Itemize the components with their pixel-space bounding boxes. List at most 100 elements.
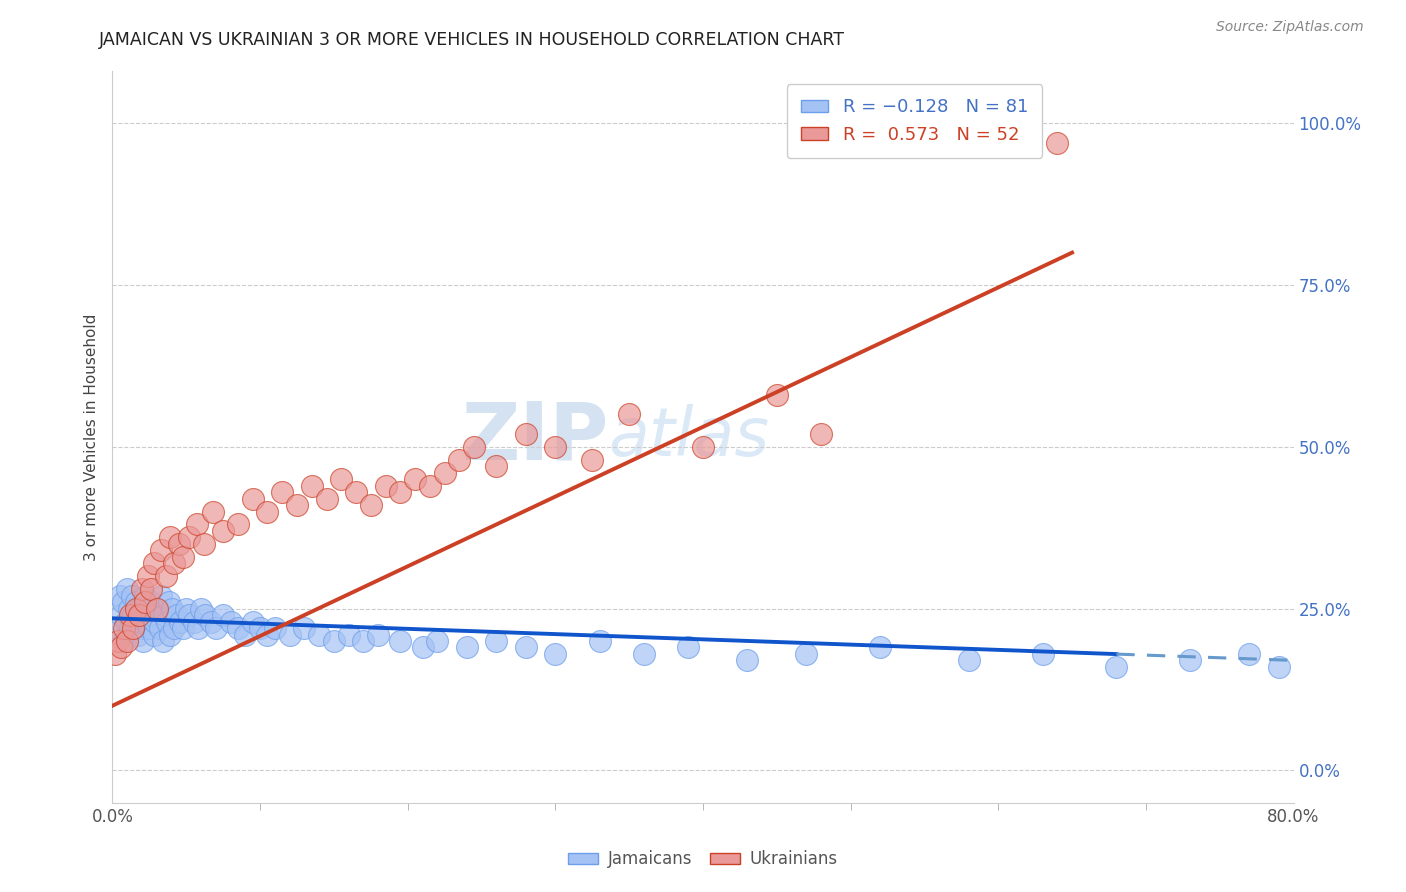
Point — [135, 615, 157, 629]
Point — [172, 549, 194, 564]
Point — [194, 608, 217, 623]
Text: JAMAICAN VS UKRAINIAN 3 OR MORE VEHICLES IN HOUSEHOLD CORRELATION CHART: JAMAICAN VS UKRAINIAN 3 OR MORE VEHICLES… — [98, 31, 845, 49]
Point — [256, 627, 278, 641]
Point — [142, 557, 165, 571]
Point — [136, 569, 159, 583]
Text: ZIP: ZIP — [461, 398, 609, 476]
Point — [114, 615, 136, 629]
Point — [869, 640, 891, 655]
Point — [163, 621, 186, 635]
Point — [183, 615, 205, 629]
Point — [104, 647, 127, 661]
Point — [515, 640, 537, 655]
Point — [810, 426, 832, 441]
Point — [127, 627, 149, 641]
Point — [344, 485, 367, 500]
Point — [219, 615, 242, 629]
Text: Source: ZipAtlas.com: Source: ZipAtlas.com — [1216, 20, 1364, 34]
Point — [159, 530, 181, 544]
Point — [308, 627, 330, 641]
Point — [285, 498, 308, 512]
Point — [117, 634, 138, 648]
Point — [292, 621, 315, 635]
Point — [169, 615, 191, 629]
Point — [330, 472, 353, 486]
Point — [117, 582, 138, 597]
Point — [692, 440, 714, 454]
Point — [155, 569, 177, 583]
Point — [134, 589, 156, 603]
Point — [367, 627, 389, 641]
Point — [111, 595, 134, 609]
Point — [226, 621, 249, 635]
Point — [136, 601, 159, 615]
Point — [352, 634, 374, 648]
Point — [544, 647, 567, 661]
Point — [957, 653, 980, 667]
Point — [150, 589, 173, 603]
Point — [271, 485, 294, 500]
Point — [110, 640, 132, 655]
Point — [463, 440, 485, 454]
Point — [129, 621, 152, 635]
Point — [389, 485, 412, 500]
Point — [233, 627, 256, 641]
Point — [110, 608, 132, 623]
Point — [157, 595, 180, 609]
Point — [124, 615, 146, 629]
Point — [456, 640, 478, 655]
Point — [187, 621, 209, 635]
Point — [374, 478, 396, 492]
Point — [323, 634, 346, 648]
Point — [301, 478, 323, 492]
Legend: Jamaicans, Ukrainians: Jamaicans, Ukrainians — [561, 844, 845, 875]
Point — [167, 537, 190, 551]
Point — [1180, 653, 1202, 667]
Point — [404, 472, 426, 486]
Point — [1239, 647, 1261, 661]
Point — [179, 608, 201, 623]
Point — [112, 621, 135, 635]
Point — [766, 388, 789, 402]
Point — [426, 634, 449, 648]
Point — [125, 595, 148, 609]
Point — [360, 498, 382, 512]
Point — [433, 466, 456, 480]
Y-axis label: 3 or more Vehicles in Household: 3 or more Vehicles in Household — [83, 313, 98, 561]
Point — [121, 589, 143, 603]
Point — [193, 537, 215, 551]
Point — [122, 608, 145, 623]
Point — [256, 504, 278, 518]
Point — [138, 621, 160, 635]
Point — [1268, 660, 1291, 674]
Point — [146, 601, 169, 615]
Point — [132, 634, 155, 648]
Point — [108, 589, 131, 603]
Point — [125, 601, 148, 615]
Point — [131, 608, 153, 623]
Text: atlas: atlas — [609, 404, 769, 470]
Point — [139, 595, 162, 609]
Point — [264, 621, 287, 635]
Point — [142, 627, 165, 641]
Point — [633, 647, 655, 661]
Point — [186, 517, 208, 532]
Point — [242, 491, 264, 506]
Point — [120, 608, 142, 623]
Point — [619, 408, 641, 422]
Point — [678, 640, 700, 655]
Point — [1105, 660, 1128, 674]
Point — [118, 601, 141, 615]
Point — [278, 627, 301, 641]
Point — [242, 615, 264, 629]
Point — [150, 543, 173, 558]
Point — [179, 530, 201, 544]
Point — [156, 615, 179, 629]
Point — [141, 608, 163, 623]
Point — [163, 557, 186, 571]
Point — [172, 621, 194, 635]
Point — [174, 601, 197, 615]
Point — [149, 621, 172, 635]
Point — [588, 634, 610, 648]
Point — [1032, 647, 1054, 661]
